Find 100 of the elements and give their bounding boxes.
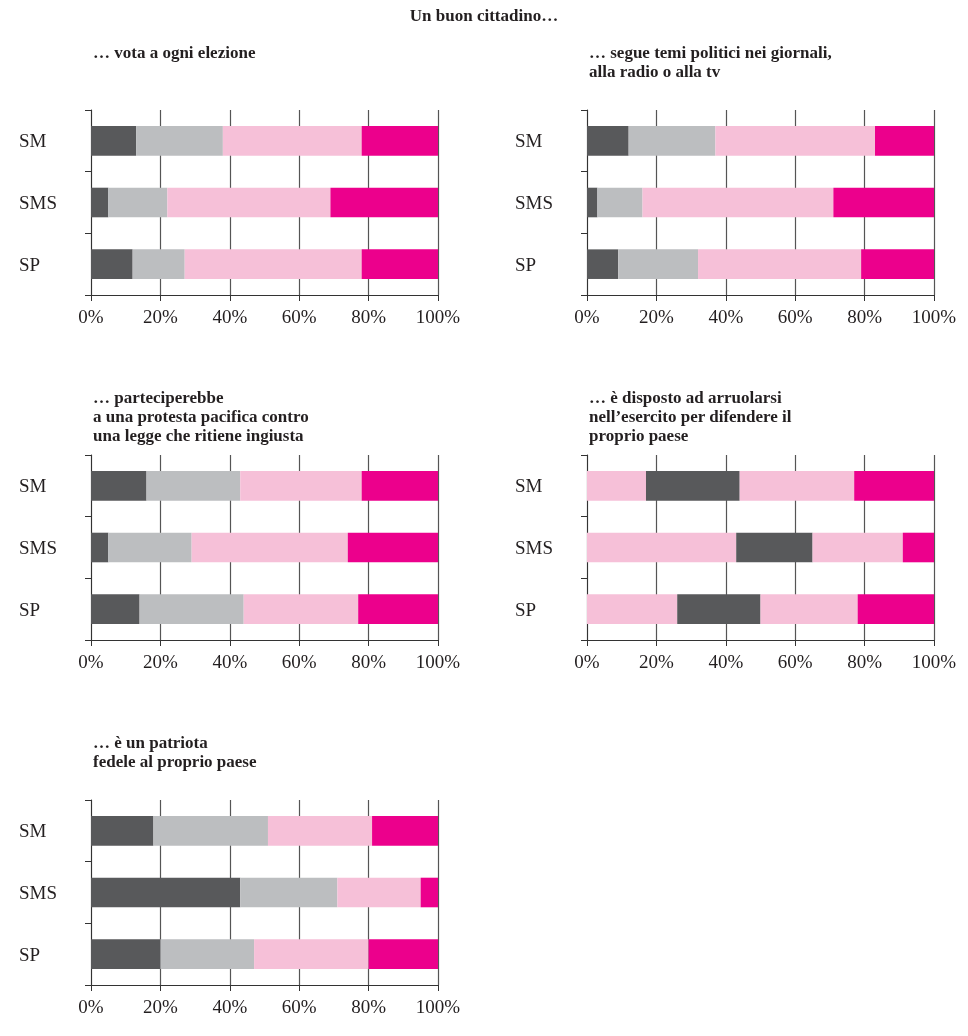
bar xyxy=(91,471,147,501)
bar xyxy=(91,939,161,969)
bar xyxy=(91,126,137,156)
bar xyxy=(358,594,438,624)
x-tick-label: 0% xyxy=(574,651,600,672)
x-tick-label: 80% xyxy=(351,996,387,1017)
bar xyxy=(91,594,140,624)
bar xyxy=(875,126,934,156)
y-tick-label: SP xyxy=(515,253,537,275)
chart-title: … vota a ogni elezione xyxy=(93,43,256,62)
y-tick-label: SP xyxy=(19,253,41,275)
bar xyxy=(812,532,903,563)
bar xyxy=(739,471,855,501)
bar xyxy=(361,471,438,501)
bar xyxy=(222,126,362,156)
bar xyxy=(833,187,934,218)
x-tick-label: 40% xyxy=(708,306,744,327)
bar xyxy=(330,187,438,218)
bar xyxy=(167,187,331,218)
bar xyxy=(184,249,362,279)
y-tick-label: SM xyxy=(515,475,543,497)
x-tick-label: 20% xyxy=(142,996,178,1017)
x-tick-label: 80% xyxy=(847,306,883,327)
bar xyxy=(139,594,244,624)
bar xyxy=(854,471,934,501)
x-tick-label: 20% xyxy=(142,306,178,327)
x-tick-label: 40% xyxy=(212,996,248,1017)
bar xyxy=(347,532,438,563)
bar xyxy=(861,249,934,279)
bar xyxy=(243,594,359,624)
y-tick-label: SM xyxy=(19,130,47,152)
x-tick-label: 100% xyxy=(415,306,461,327)
bar xyxy=(372,816,438,846)
bar xyxy=(628,126,716,156)
bar xyxy=(597,187,643,218)
y-tick-label: SMS xyxy=(515,537,554,558)
bar xyxy=(642,187,834,218)
bar xyxy=(267,816,373,846)
x-tick-label: 100% xyxy=(911,306,957,327)
chart-title: … è disposto ad arruolarsi nell’esercito per difendere il proprio paese xyxy=(589,388,792,445)
bar xyxy=(420,877,438,908)
bar xyxy=(91,249,133,279)
chart-title: … è un patriota fedele al proprio paese xyxy=(93,733,257,771)
bar xyxy=(361,249,438,279)
x-tick-label: 40% xyxy=(212,306,248,327)
x-tick-label: 0% xyxy=(574,306,600,327)
y-tick-label: SMS xyxy=(515,192,554,213)
bar xyxy=(760,594,858,624)
bar xyxy=(160,939,255,969)
bar xyxy=(146,471,241,501)
bar xyxy=(587,471,646,501)
bar xyxy=(715,126,876,156)
bar xyxy=(240,471,362,501)
x-tick-label: 20% xyxy=(638,651,674,672)
x-tick-label: 0% xyxy=(78,306,104,327)
x-tick-label: 100% xyxy=(415,651,461,672)
x-tick-label: 0% xyxy=(78,996,104,1017)
bar xyxy=(91,532,109,563)
x-tick-label: 60% xyxy=(777,651,813,672)
bar xyxy=(191,532,348,563)
y-tick-label: SMS xyxy=(19,192,58,213)
chart-title: … segue temi politici nei giornali, alla radio o alla tv xyxy=(589,43,832,81)
bar xyxy=(368,939,438,969)
x-tick-label: 100% xyxy=(415,996,461,1017)
bar xyxy=(698,249,862,279)
bar xyxy=(91,816,154,846)
x-tick-label: 40% xyxy=(212,651,248,672)
y-tick-label: SM xyxy=(19,475,47,497)
y-tick-label: SP xyxy=(19,943,41,965)
bar xyxy=(91,187,109,218)
y-tick-label: SP xyxy=(515,598,537,620)
bar xyxy=(132,249,185,279)
text: Un buon cittadino… xyxy=(408,6,560,26)
bar xyxy=(587,126,629,156)
bar xyxy=(587,249,619,279)
y-tick-label: SM xyxy=(515,130,543,152)
bar xyxy=(337,877,421,908)
bar xyxy=(254,939,369,969)
x-tick-label: 80% xyxy=(351,651,387,672)
bar xyxy=(618,249,699,279)
x-tick-label: 60% xyxy=(281,996,317,1017)
x-tick-label: 20% xyxy=(142,651,178,672)
bar xyxy=(587,532,737,563)
bar xyxy=(240,877,338,908)
bar xyxy=(587,187,598,218)
y-tick-label: SMS xyxy=(19,537,58,558)
x-tick-label: 40% xyxy=(708,651,744,672)
x-tick-label: 60% xyxy=(281,651,317,672)
y-tick-label: SM xyxy=(19,820,47,842)
x-tick-label: 80% xyxy=(351,306,387,327)
x-tick-label: 60% xyxy=(777,306,813,327)
bar xyxy=(902,532,934,563)
bar xyxy=(587,594,678,624)
x-tick-label: 60% xyxy=(281,306,317,327)
bar xyxy=(361,126,438,156)
x-tick-label: 80% xyxy=(847,651,883,672)
y-tick-label: SMS xyxy=(19,882,58,903)
bar xyxy=(108,532,192,563)
x-tick-label: 0% xyxy=(78,651,104,672)
bar xyxy=(108,187,168,218)
